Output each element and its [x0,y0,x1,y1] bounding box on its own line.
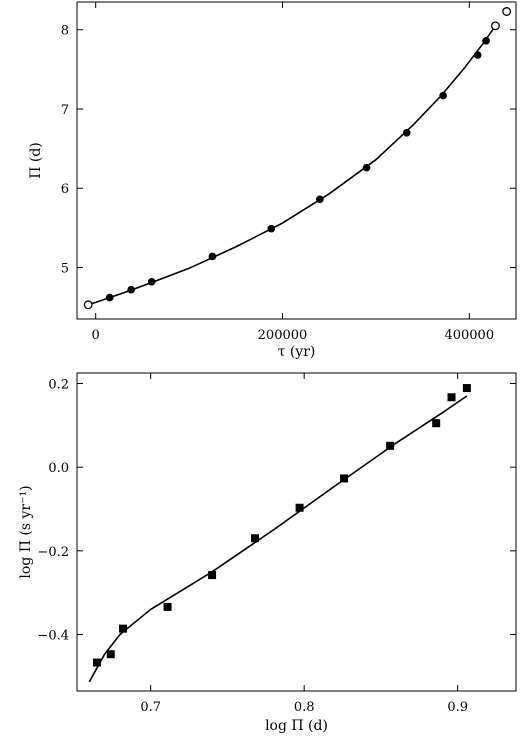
y-tick-label: 0.0 [48,461,69,476]
plot-frame [76,1,517,320]
data-point-square [462,384,471,393]
x-tick-label: 200000 [258,328,308,343]
data-point-filled [208,252,217,261]
x-tick-label: 0.7 [140,700,161,715]
data-point-square [432,419,441,428]
data-point-filled [127,285,135,294]
data-point-open [502,7,512,16]
x-tick-label: 0.9 [447,700,468,715]
data-point-filled [105,293,114,302]
y-tick-label: 7 [61,103,69,118]
data-point-filled [362,163,371,172]
plot-frame [76,372,517,692]
data-point-square [447,393,456,402]
data-point-square [251,534,260,543]
data-point-filled [473,51,482,59]
y-tick-label: 5 [61,261,69,276]
data-point-open [491,21,500,31]
data-point-square [340,474,349,483]
data-point-square [92,658,101,667]
fit-curve [88,395,468,683]
data-point-square [119,624,128,633]
data-point-filled [482,37,490,45]
x-axis-label: τ (yr) [278,344,316,360]
data-point-square [163,602,172,611]
y-axis-label: log Π̇ (s yr⁻¹) [18,485,34,578]
data-point-square [208,571,217,580]
x-tick-label: 400000 [444,328,494,343]
y-tick-label: 6 [61,182,69,197]
data-point-filled [147,277,156,286]
y-tick-label: −0.2 [37,545,69,560]
data-point-filled [316,195,324,204]
x-tick-label: 0.8 [294,700,315,715]
x-tick-label: 0 [92,328,100,343]
data-point-filled [402,128,411,137]
y-axis-label: Π (d) [28,142,44,179]
y-tick-label: 0.2 [48,377,69,392]
data-point-square [106,650,115,659]
y-tick-label: 8 [61,24,69,39]
fit-curve [87,25,497,306]
data-point-filled [439,91,447,100]
y-tick-label: −0.4 [37,629,69,644]
data-point-square [386,441,395,450]
data-point-square [295,503,304,512]
bottom-panel-period-derivative: 0.7 0.8 0.9 0.2 0.0 −0.2 −0.4 log Π (d) log Π̇ (… [18,372,517,734]
data-point-filled [267,224,276,233]
data-point-open [83,300,93,310]
x-axis-label: log Π (d) [265,718,328,734]
top-panel-period-vs-age: 0 200000 400000 5 6 7 8 τ (yr) Π (d) [28,1,517,360]
